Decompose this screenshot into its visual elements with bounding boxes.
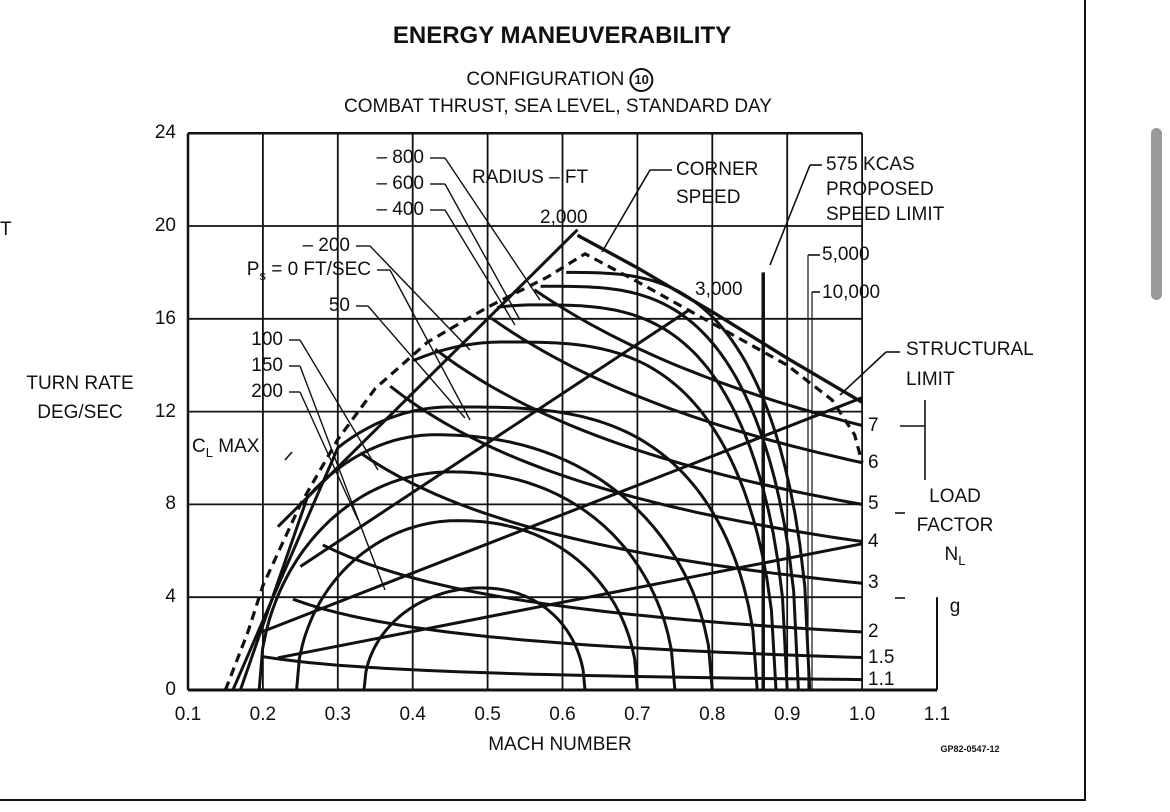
radius-line-2000 bbox=[276, 228, 579, 528]
edge-text: T bbox=[0, 219, 12, 240]
structural-limit-leader-2 bbox=[839, 351, 887, 396]
radius-label-5000: 5,000 bbox=[822, 244, 870, 265]
load-factor-line-6 bbox=[490, 316, 863, 465]
radius-label-10000: 10,000 bbox=[822, 282, 881, 303]
structural-limit-label: STRUCTURAL bbox=[906, 339, 1034, 360]
ps-label--600: – 600 bbox=[376, 173, 424, 194]
ps-label-150: 150 bbox=[251, 355, 283, 376]
ps-leader-50 bbox=[367, 305, 466, 419]
speed-limit-label: PROPOSED bbox=[826, 179, 934, 200]
scrollbar-thumb[interactable] bbox=[1151, 128, 1162, 300]
ps-curve-0 bbox=[231, 405, 759, 691]
corner-speed-label: CORNER bbox=[676, 159, 759, 180]
load-factor-line-5 bbox=[434, 347, 863, 506]
ps-leader--800 bbox=[444, 157, 541, 301]
figure-id: GP82-0547-12 bbox=[940, 744, 1000, 754]
ps-leader-150 bbox=[299, 365, 386, 591]
ps-label-50: 50 bbox=[328, 295, 350, 316]
x-tick-label: 0.7 bbox=[624, 704, 651, 725]
chart-subtitle-2: COMBAT THRUST, SEA LEVEL, STANDARD DAY bbox=[344, 96, 772, 117]
load-factor-label: 3 bbox=[868, 572, 879, 594]
radius-line-3000 bbox=[299, 308, 691, 568]
page-border-right bbox=[1084, 0, 1086, 800]
speed-limit-label: SPEED LIMIT bbox=[826, 204, 945, 225]
load-factor-line-4 bbox=[389, 385, 863, 543]
x-axis-label: MACH NUMBER bbox=[488, 734, 632, 755]
ps-leader-0 bbox=[389, 269, 471, 421]
y-tick-label: 16 bbox=[154, 307, 176, 329]
ps-leader--400 bbox=[444, 209, 516, 326]
ps-leader-100 bbox=[299, 339, 379, 471]
cl-max-dashed-curve bbox=[223, 252, 864, 691]
ps-label--400: – 400 bbox=[376, 199, 424, 220]
load-factor-line-1.5 bbox=[292, 597, 863, 659]
page-border-bottom bbox=[0, 799, 1086, 801]
ps-zero-label: Ps = 0 FT/SEC bbox=[246, 259, 371, 283]
load-factor-title: LOAD bbox=[929, 486, 981, 507]
speed-limit-leader-2 bbox=[769, 164, 811, 266]
ps-label--800: – 800 bbox=[376, 147, 424, 168]
load-factor-label: 2 bbox=[868, 621, 879, 642]
y-tick-label: 4 bbox=[165, 586, 176, 608]
x-tick-label: 0.4 bbox=[399, 704, 426, 725]
load-factor-label: 5 bbox=[868, 493, 879, 515]
cl-max-leader bbox=[284, 451, 293, 461]
load-factor-title-2: FACTOR bbox=[916, 515, 994, 536]
ps-leader--200 bbox=[369, 245, 471, 351]
radius-label-2000: 2,000 bbox=[540, 207, 588, 228]
x-tick-label: 0.2 bbox=[249, 704, 277, 725]
chart-title: ENERGY MANEUVERABILITY bbox=[392, 22, 732, 49]
y-tick-label: 20 bbox=[154, 215, 176, 236]
x-tick-label: 0.1 bbox=[174, 704, 202, 725]
x-tick-label: 1.1 bbox=[923, 704, 951, 725]
x-tick-label: 0.8 bbox=[699, 704, 726, 725]
x-tick-label: 0.5 bbox=[474, 704, 501, 725]
radius-label-3000: 3,000 bbox=[695, 279, 743, 300]
ps-curve-100 bbox=[257, 470, 677, 691]
speed-limit-label: 575 KCAS bbox=[826, 154, 915, 175]
ps-curve-200 bbox=[362, 586, 587, 691]
x-tick-label: 0.3 bbox=[324, 704, 352, 725]
x-tick-label: 1.0 bbox=[848, 704, 876, 725]
ps-curve--200 bbox=[412, 340, 778, 691]
structural-limit-line bbox=[576, 233, 863, 404]
chart-subtitle: CONFIGURATION 10 bbox=[466, 68, 654, 92]
y-tick-label: 0 bbox=[165, 679, 176, 700]
configuration-number-badge: 10 bbox=[629, 68, 654, 92]
ps-leader--600 bbox=[444, 183, 521, 321]
radius-title: RADIUS – FT bbox=[472, 167, 589, 188]
ps-curve--600 bbox=[540, 284, 800, 691]
ps-curve-50 bbox=[238, 433, 714, 691]
load-factor-label: 6 bbox=[868, 451, 879, 473]
load-factor-label: 7 bbox=[868, 414, 879, 436]
ps-label-100: 100 bbox=[251, 329, 283, 350]
ps-curve-150 bbox=[295, 519, 639, 691]
configuration-label: CONFIGURATION bbox=[466, 69, 625, 91]
load-factor-line-3 bbox=[359, 451, 863, 585]
load-factor-label: 4 bbox=[868, 530, 879, 552]
x-tick-label: 0.9 bbox=[773, 704, 801, 725]
y-axis-label-line-2: DEG/SEC bbox=[37, 402, 123, 423]
load-factor-symbol: NL bbox=[944, 544, 966, 568]
ps-label--200: – 200 bbox=[302, 235, 350, 256]
x-tick-label: 0.6 bbox=[549, 704, 576, 725]
y-tick-label: 24 bbox=[154, 122, 176, 144]
corner-speed-leader-2 bbox=[601, 169, 651, 253]
load-factor-label: 1.5 bbox=[868, 646, 895, 668]
load-factor-unit: g bbox=[949, 596, 961, 617]
y-axis-label-line-1: TURN RATE bbox=[26, 373, 134, 394]
y-tick-label: 8 bbox=[165, 493, 176, 515]
cl-max-label: CL MAX bbox=[192, 436, 260, 460]
ps-label-200: 200 bbox=[251, 381, 283, 402]
ps-curve--400 bbox=[496, 303, 789, 691]
y-tick-label: 12 bbox=[154, 400, 176, 422]
structural-limit-label-2: LIMIT bbox=[906, 369, 955, 390]
load-factor-line-2 bbox=[322, 543, 863, 634]
load-factor-label: 1.1 bbox=[868, 668, 895, 690]
ps-leader-200 bbox=[299, 391, 359, 521]
corner-speed-label-2: SPEED bbox=[676, 187, 741, 208]
